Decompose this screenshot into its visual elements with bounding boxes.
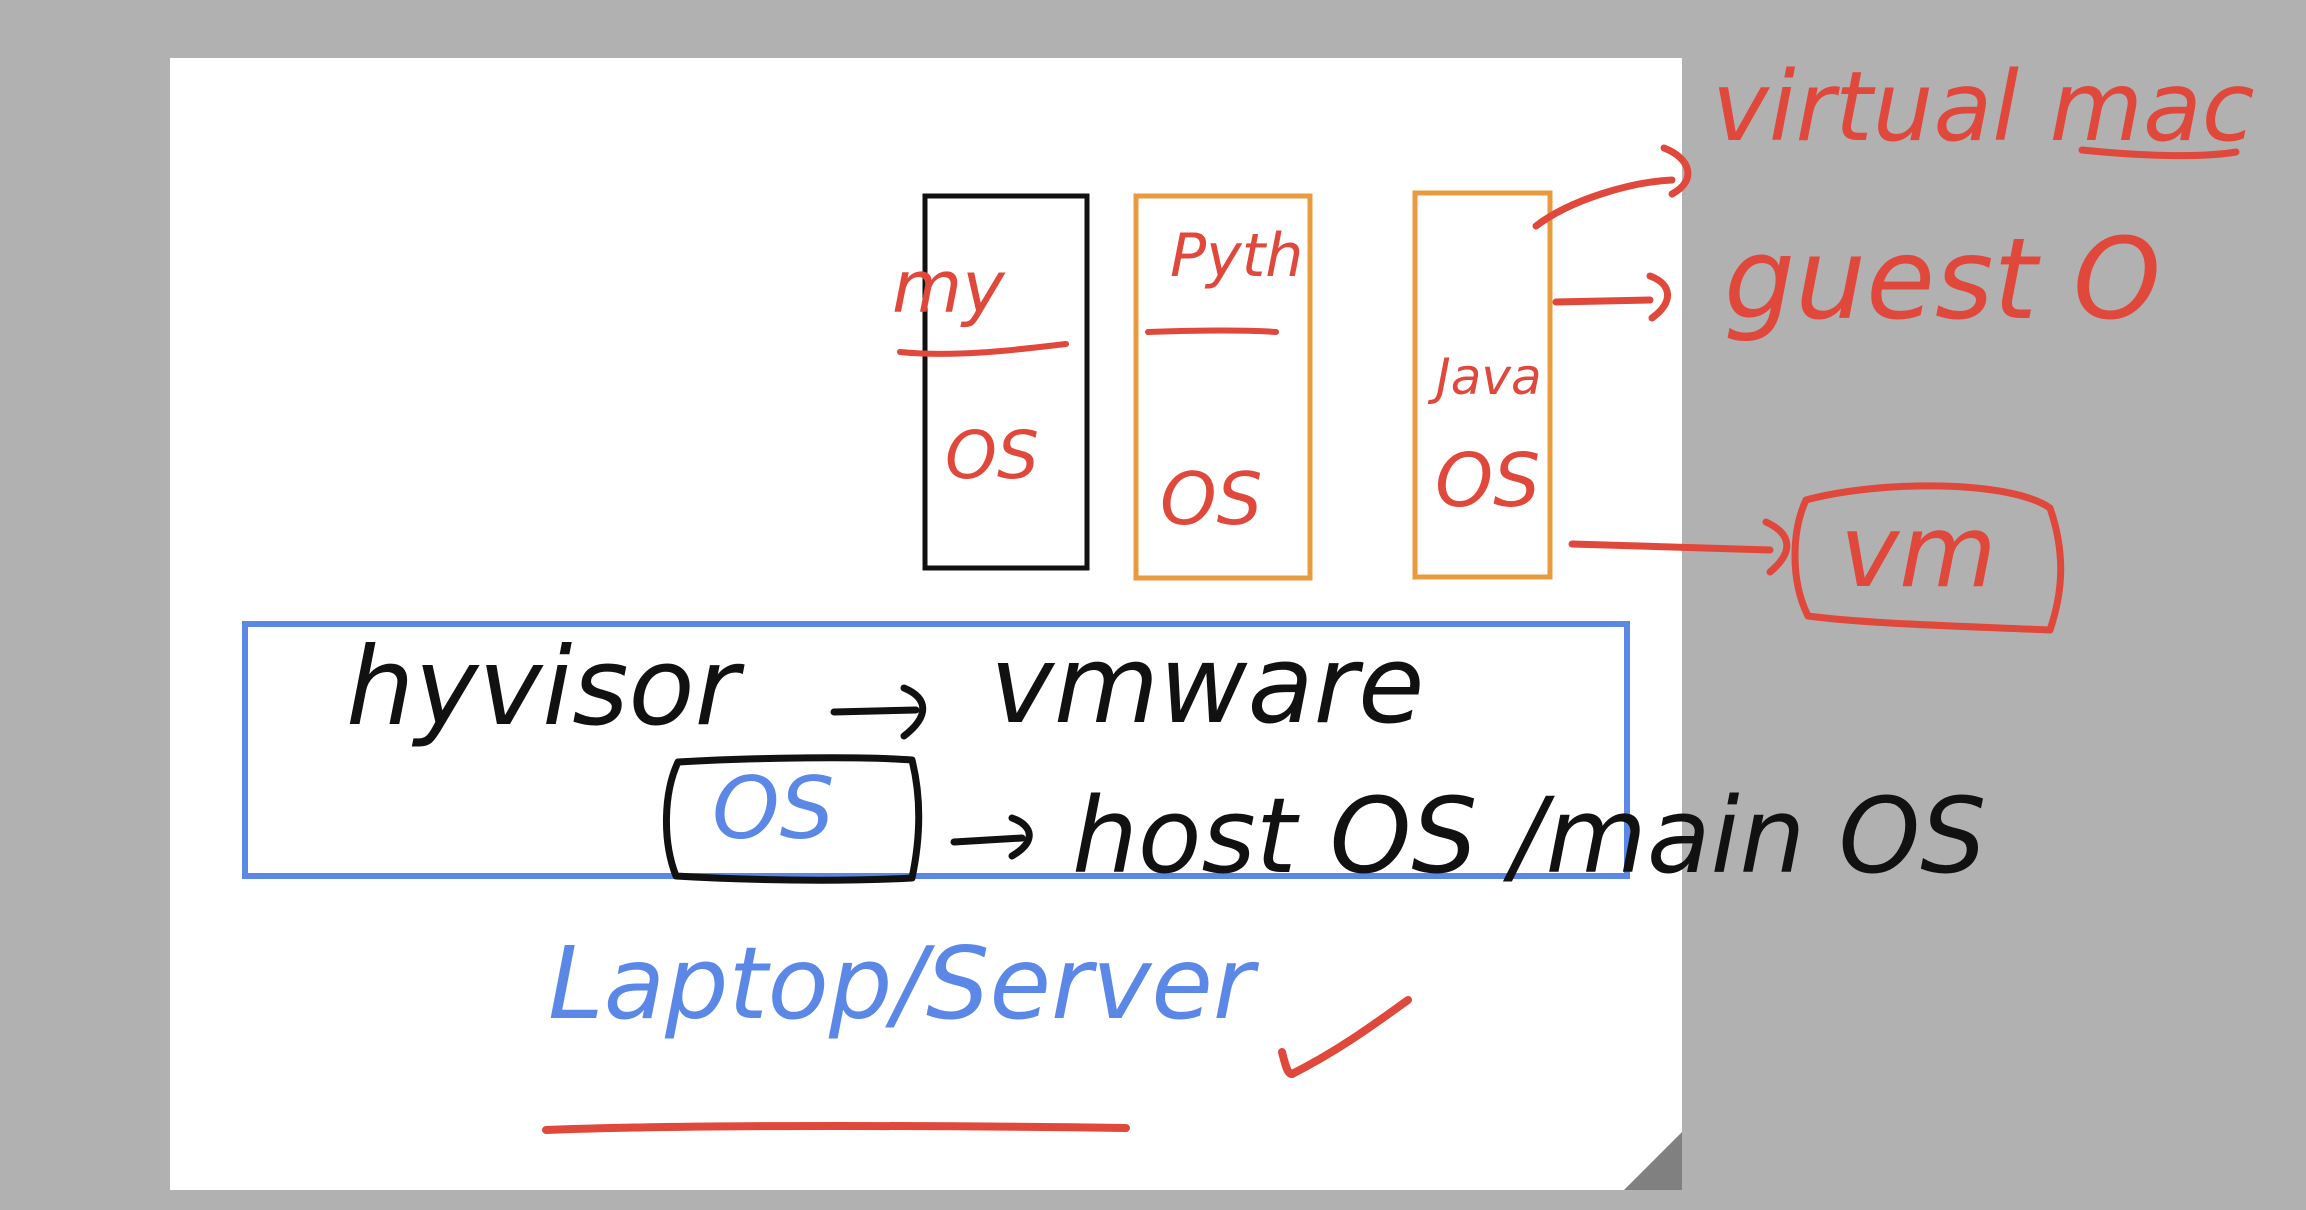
vm-box-3-os-label: OS bbox=[1435, 438, 1540, 524]
vm-box-1-app-label: my bbox=[892, 245, 1006, 329]
vm-box-3-app-label: Java bbox=[1427, 348, 1542, 406]
callout-vm-box: vm bbox=[1791, 482, 2065, 634]
arrow-to-vm bbox=[1568, 518, 1791, 576]
arrow-to-virtual-machine bbox=[1532, 144, 1692, 230]
arrow-hypervisor-to-vmware bbox=[830, 684, 927, 740]
callout-guest-os: guest O bbox=[1724, 215, 2161, 345]
vm-box-1: my OS bbox=[892, 193, 1090, 571]
host-os-box: OS bbox=[662, 754, 923, 884]
host-os-label: OS bbox=[712, 759, 834, 859]
hypervisor-layer-box bbox=[242, 621, 1630, 879]
callout-virtual-machine: virtual mac bbox=[1712, 51, 2255, 163]
hypervisor-label: hyvisor bbox=[346, 625, 745, 750]
page-curl-icon bbox=[1624, 1132, 1682, 1190]
vmware-label: vmware bbox=[990, 623, 1424, 748]
vm-box-2-app-label: Pyth bbox=[1170, 221, 1303, 291]
callout-virtual-machine-underline bbox=[2078, 146, 2240, 160]
vm-box-2-os-label: OS bbox=[1160, 457, 1262, 541]
hardware-label: Laptop/Server bbox=[548, 925, 1260, 1042]
vm-box-2: Pyth OS bbox=[1133, 193, 1313, 581]
arrow-host-to-description bbox=[950, 814, 1033, 860]
vm-box-3: Java OS bbox=[1412, 190, 1553, 580]
arrow-to-guest-os bbox=[1552, 272, 1671, 322]
checkmark-icon bbox=[1278, 996, 1412, 1078]
callout-vm-label: vm bbox=[1840, 493, 1997, 610]
host-os-description: host OS /main OS bbox=[1072, 775, 1986, 897]
vm-box-1-os-label: OS bbox=[945, 417, 1039, 494]
hardware-underline bbox=[542, 1122, 1130, 1134]
